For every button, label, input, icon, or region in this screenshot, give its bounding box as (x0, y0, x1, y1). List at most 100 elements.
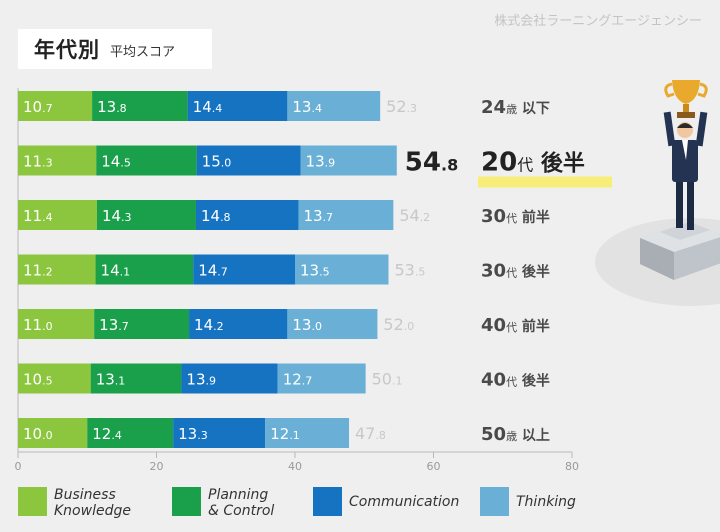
bar-segment-planning (92, 91, 188, 121)
total-value: 47.8 (355, 424, 386, 443)
winner-arm (663, 111, 676, 147)
bar-segment-business (18, 309, 95, 339)
total-value: 52.3 (386, 97, 417, 116)
bar-value-communication: 13.9 (186, 371, 216, 389)
bar-segment-thinking (277, 363, 366, 394)
bar-value-thinking: 12.1 (270, 425, 300, 443)
bar-segment-communication (193, 254, 295, 285)
category-label: 30代 後半 (481, 261, 550, 282)
legend-swatch-thinking (480, 487, 509, 516)
winner-hair (677, 123, 693, 128)
trophy-base (677, 112, 695, 118)
podium-front (640, 238, 674, 280)
bar-value-planning: 13.1 (96, 371, 126, 389)
x-tick-label: 20 (150, 460, 164, 473)
bar-value-business: 11.0 (23, 316, 53, 334)
bar-segment-business (18, 363, 91, 394)
x-tick-label: 0 (15, 460, 22, 473)
bar-value-communication: 14.7 (198, 262, 228, 280)
legend-label-business: Business Knowledge (54, 487, 131, 519)
bar-value-planning: 13.8 (97, 98, 127, 116)
total-value: 54.8 (405, 148, 458, 178)
legend-item-communication: Communication (313, 487, 459, 516)
bar-value-business: 11.2 (23, 262, 53, 280)
bar-value-business: 11.3 (23, 153, 53, 171)
winner-leg (687, 178, 694, 230)
category-label: 40代 前半 (481, 315, 550, 336)
bar-value-thinking: 13.5 (300, 262, 330, 280)
bar-segment-communication (181, 363, 278, 394)
winner-arm (695, 111, 708, 147)
legend-item-planning: Planning & Control (172, 487, 274, 519)
bar-segment-planning (94, 309, 190, 339)
category-label: 20代 後半 (481, 148, 585, 178)
bar-value-thinking: 12.7 (283, 371, 313, 389)
page-subtitle: 平均スコア (110, 45, 176, 60)
bar-value-communication: 14.4 (193, 98, 223, 116)
legend-label-thinking: Thinking (516, 494, 576, 510)
total-value: 54.2 (399, 206, 430, 225)
category-label: 24歳 以下 (481, 97, 550, 118)
bar-value-thinking: 13.7 (303, 207, 333, 225)
bar-segment-thinking (295, 254, 389, 285)
bar-segment-business (18, 200, 97, 230)
bar-value-planning: 14.3 (102, 207, 132, 225)
bar-segment-communication (173, 418, 266, 448)
bar-value-communication: 14.8 (201, 207, 231, 225)
bar-value-planning: 14.5 (101, 153, 131, 171)
winner-leg (676, 178, 683, 228)
winner-shirt (682, 140, 688, 160)
bar-value-business: 10.7 (23, 98, 53, 116)
legend-label-planning: Planning & Control (208, 487, 275, 519)
bar-segment-thinking (298, 200, 394, 230)
bar-segment-planning (96, 145, 197, 176)
trophy-cup (672, 80, 700, 104)
bar-value-business: 10.0 (23, 425, 53, 443)
bar-value-business: 10.5 (23, 371, 53, 389)
company-name: 株式会社ラーニングエージェンシー (494, 14, 702, 29)
bar-segment-communication (195, 200, 299, 230)
bar-segment-communication (187, 91, 288, 121)
bar-segment-communication (189, 309, 288, 339)
bar-segment-business (18, 418, 88, 448)
x-tick-label: 60 (427, 460, 441, 473)
bar-segment-planning (90, 363, 182, 394)
bar-segment-thinking (287, 91, 381, 121)
bar-segment-thinking (265, 418, 350, 448)
bar-value-communication: 13.3 (178, 425, 208, 443)
category-label: 50歳 以上 (481, 424, 550, 445)
bar-value-communication: 14.2 (194, 316, 224, 334)
bar-segment-business (18, 254, 96, 285)
page-title: 年代別 (34, 38, 100, 62)
legend-item-business: Business Knowledge (18, 487, 131, 519)
bar-segment-business (18, 91, 93, 121)
bar-value-communication: 15.0 (202, 153, 232, 171)
trophy-handle (697, 82, 708, 98)
winner-body (672, 140, 698, 182)
bar-segment-business (18, 145, 97, 176)
podium-step (660, 222, 710, 240)
bar-value-planning: 12.4 (92, 425, 122, 443)
bar-value-thinking: 13.0 (292, 316, 322, 334)
category-label: 30代 前半 (481, 206, 550, 227)
legend-swatch-communication (313, 487, 342, 516)
bar-value-thinking: 13.4 (292, 98, 322, 116)
total-value: 53.5 (394, 261, 425, 280)
bar-segment-thinking (300, 145, 397, 176)
bar-segment-thinking (287, 309, 378, 339)
legend-swatch-planning (172, 487, 201, 516)
bar-segment-communication (196, 145, 301, 176)
bar-value-business: 11.4 (23, 207, 53, 225)
bar-segment-planning (95, 254, 194, 285)
x-tick-label: 80 (565, 460, 579, 473)
total-value: 50.1 (372, 370, 403, 389)
x-tick-label: 40 (288, 460, 302, 473)
bar-value-planning: 13.7 (99, 316, 129, 334)
trophy-stem (683, 104, 689, 112)
bar-value-thinking: 13.9 (306, 153, 336, 171)
chart-legend: Business Knowledge Planning & Control Co… (0, 487, 720, 527)
legend-item-thinking: Thinking (480, 487, 576, 516)
total-value: 52.0 (383, 315, 414, 334)
bar-segment-planning (87, 418, 174, 448)
